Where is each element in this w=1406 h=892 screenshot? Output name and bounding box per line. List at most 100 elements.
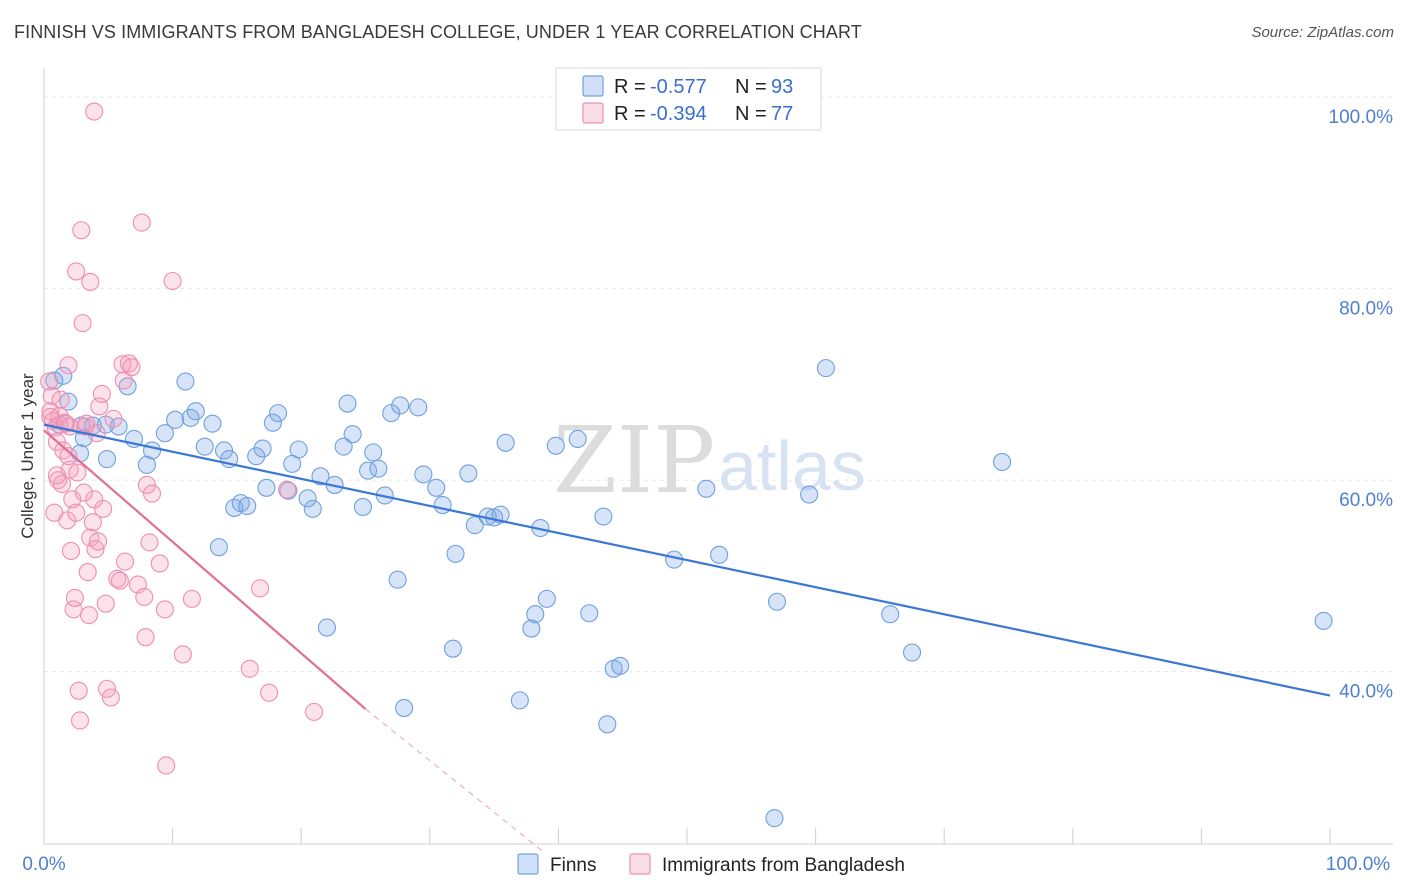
y-tick-label: 60.0% (1339, 490, 1393, 511)
point-finns (433, 495, 452, 515)
trendline-finns (43, 423, 1331, 697)
point-bangladesh (85, 102, 104, 121)
point-bangladesh (81, 272, 100, 291)
point-bangladesh (122, 358, 141, 377)
point-bangladesh (78, 563, 97, 582)
point-finns (427, 478, 446, 497)
point-finns (465, 516, 484, 535)
point-finns (1314, 611, 1333, 630)
point-bangladesh (41, 407, 60, 427)
point-bangladesh (250, 579, 270, 598)
point-finns (881, 605, 900, 624)
y-tick-labels: 40.0% 60.0% 80.0% 100.0% (1329, 107, 1394, 703)
point-finns (496, 433, 515, 452)
point-finns (155, 424, 174, 443)
point-bangladesh (63, 490, 82, 509)
point-bangladesh (163, 271, 182, 291)
point-bangladesh (40, 372, 59, 391)
point-finns (334, 437, 353, 456)
point-finns (298, 489, 317, 508)
point-finns (598, 715, 617, 734)
point-finns (343, 425, 362, 444)
point-finns (409, 398, 428, 417)
point-bangladesh (42, 386, 61, 405)
point-finns (263, 413, 282, 432)
legend-n-value-bangladesh: 77 (771, 103, 793, 125)
legend-r-label-bangladesh: R = (614, 103, 646, 125)
x-tick-label-max: 100.0% (1326, 854, 1391, 875)
bottom-legend-swatch-finns (517, 853, 539, 875)
legend-n-label-finns: N = (735, 76, 767, 98)
point-finns (289, 440, 308, 459)
point-bangladesh (136, 628, 155, 647)
trendline-bangladesh (43, 429, 367, 710)
point-bangladesh (85, 490, 104, 509)
point-finns (522, 619, 541, 638)
point-finns (209, 538, 228, 557)
point-finns (568, 429, 587, 449)
point-finns (364, 443, 383, 462)
bottom-legend-swatch-bangladesh (629, 853, 651, 875)
axes (43, 68, 1393, 845)
point-bangladesh (51, 390, 70, 409)
trend-lines (43, 423, 1331, 855)
point-bangladesh (54, 441, 73, 460)
watermark-zip: ZIP (553, 407, 715, 514)
source-label: Source: ZipAtlas.com (1251, 24, 1394, 41)
point-bangladesh (79, 606, 99, 625)
point-finns (816, 359, 835, 378)
point-finns (186, 402, 205, 421)
legend-r-label-finns: R = (614, 76, 646, 98)
point-bangladesh (45, 503, 64, 522)
trendline-bangladesh-extension (365, 708, 546, 855)
point-finns (203, 414, 222, 433)
watermark-atlas: atlas (718, 427, 866, 505)
point-bangladesh (74, 483, 93, 502)
point-bangladesh (150, 554, 169, 573)
legend: R = -0.577 N = 93 R = -0.394 N = 77 (555, 67, 822, 131)
point-finns (257, 478, 276, 497)
point-bangladesh (92, 384, 111, 404)
point-finns (446, 544, 465, 563)
point-finns (765, 809, 784, 828)
point-finns (546, 436, 565, 455)
legend-swatch-finns (582, 75, 604, 97)
point-finns (247, 447, 266, 466)
point-bangladesh (110, 571, 129, 590)
legend-box (555, 67, 822, 131)
point-bangladesh (96, 594, 115, 613)
point-finns (710, 545, 729, 564)
point-bangladesh (69, 681, 88, 700)
legend-swatch-bangladesh (582, 102, 604, 124)
grid-lines (44, 96, 1393, 673)
bottom-legend: Finns Immigrants from Bangladesh (517, 853, 905, 876)
point-finns (142, 441, 162, 460)
point-bangladesh (59, 356, 78, 375)
point-bangladesh (259, 683, 279, 702)
point-finns (214, 441, 234, 460)
point-finns (45, 371, 64, 390)
point-finns (510, 691, 529, 710)
point-finns (800, 485, 819, 504)
point-finns (353, 497, 372, 517)
bottom-legend-label-finns: Finns (550, 855, 596, 876)
point-finns (697, 479, 716, 498)
point-bangladesh (108, 569, 127, 588)
point-finns (59, 392, 78, 411)
point-finns (580, 604, 599, 623)
point-bangladesh (115, 552, 135, 571)
point-bangladesh (88, 532, 108, 551)
point-bangladesh (68, 463, 87, 482)
point-finns (176, 372, 195, 391)
legend-n-label-bangladesh: N = (735, 103, 767, 125)
point-bangladesh (72, 221, 91, 240)
point-finns (388, 570, 407, 589)
point-bangladesh (52, 474, 72, 494)
point-bangladesh (173, 645, 192, 664)
point-finns (611, 656, 630, 675)
point-bangladesh (73, 314, 92, 333)
point-bangladesh (97, 679, 117, 698)
y-axis-label: College, Under 1 year (18, 373, 37, 539)
point-bangladesh (114, 371, 133, 390)
